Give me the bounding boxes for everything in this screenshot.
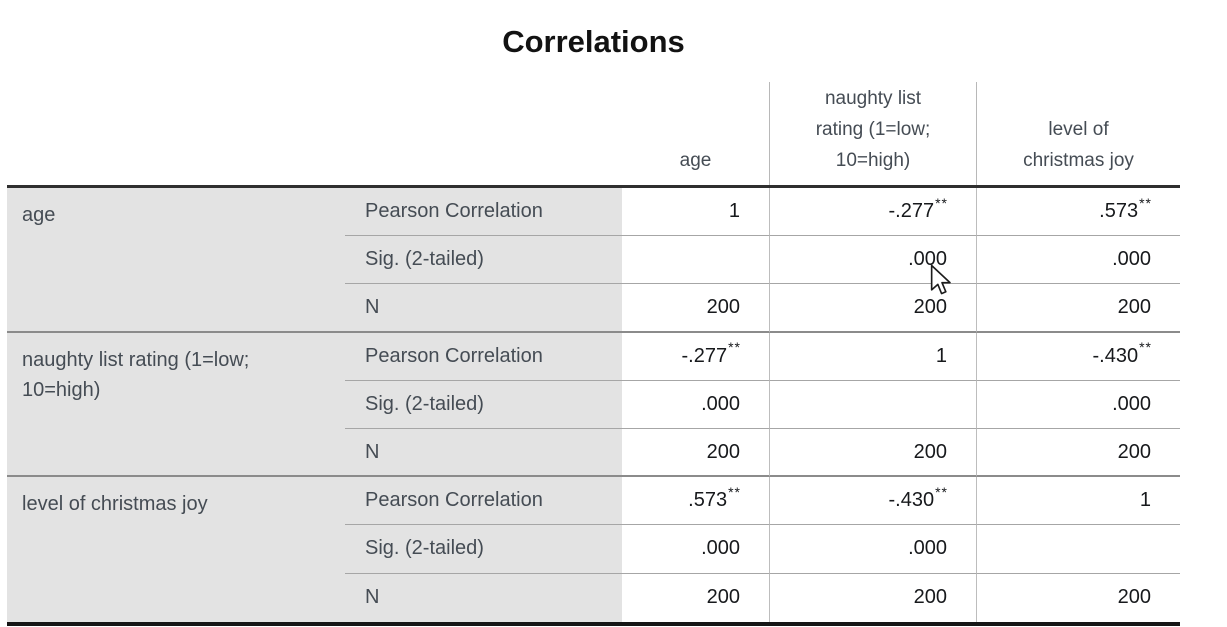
stat-label-pearson: Pearson Correlation bbox=[345, 477, 622, 526]
table-cell: .573 ** bbox=[622, 477, 769, 526]
table-cell: .573 ** bbox=[976, 188, 1180, 237]
table-cell: 1 bbox=[622, 188, 769, 237]
column-header-naughty-list-rating: naughty list rating (1=low; 10=high) bbox=[769, 82, 976, 185]
row-group-label-age: age bbox=[7, 188, 345, 333]
table-header-row: age naughty list rating (1=low; 10=high)… bbox=[7, 82, 1180, 185]
mouse-cursor-icon bbox=[930, 264, 951, 295]
table-cell: -.430 ** bbox=[976, 332, 1180, 381]
stat-label-sig: Sig. (2-tailed) bbox=[345, 236, 622, 285]
stat-label-sig: Sig. (2-tailed) bbox=[345, 525, 622, 574]
stat-label-sig: Sig. (2-tailed) bbox=[345, 380, 622, 429]
table-cell: 200 bbox=[769, 284, 976, 333]
table-cell: .000 bbox=[769, 236, 976, 285]
header-stub-cell bbox=[7, 82, 622, 185]
table-cell: 200 bbox=[976, 284, 1180, 333]
stat-label-n: N bbox=[345, 428, 622, 478]
row-group-label-naughty-list-rating: naughty list rating (1=low; 10=high) bbox=[7, 332, 345, 478]
table-cell: .000 bbox=[976, 380, 1180, 429]
table-cell bbox=[976, 525, 1180, 574]
table-cell: 1 bbox=[769, 332, 976, 381]
table-cell: 200 bbox=[976, 573, 1180, 622]
table-cell: .000 bbox=[769, 525, 976, 574]
stat-label-pearson: Pearson Correlation bbox=[345, 332, 622, 381]
table-cell: 200 bbox=[976, 428, 1180, 478]
table-cell bbox=[769, 380, 976, 429]
table-title: Correlations bbox=[502, 24, 685, 59]
stat-label-pearson: Pearson Correlation bbox=[345, 188, 622, 237]
table-cell: .000 bbox=[622, 380, 769, 429]
column-header-level-of-christmas-joy: level of christmas joy bbox=[976, 82, 1180, 185]
stat-label-n: N bbox=[345, 284, 622, 333]
stat-label-n: N bbox=[345, 573, 622, 622]
table-cell: .000 bbox=[976, 236, 1180, 285]
table-cell bbox=[622, 236, 769, 285]
table-cell: -.277 ** bbox=[622, 332, 769, 381]
table-title-block: Correlations bbox=[7, 0, 1180, 82]
table-cell: 200 bbox=[622, 284, 769, 333]
table-cell: 200 bbox=[769, 428, 976, 478]
table-cell: 200 bbox=[769, 573, 976, 622]
row-group-label-level-of-christmas-joy: level of christmas joy bbox=[7, 477, 345, 622]
table-cell: -.277 ** bbox=[769, 188, 976, 237]
correlations-table-body: age Pearson Correlation 1 -.277 ** .573 **… bbox=[7, 185, 1180, 626]
table-cell: 200 bbox=[622, 573, 769, 622]
column-header-age: age bbox=[679, 150, 712, 171]
table-cell: .000 bbox=[622, 525, 769, 574]
table-cell: -.430 ** bbox=[769, 477, 976, 526]
table-cell: 1 bbox=[976, 477, 1180, 526]
table-cell: 200 bbox=[622, 428, 769, 478]
